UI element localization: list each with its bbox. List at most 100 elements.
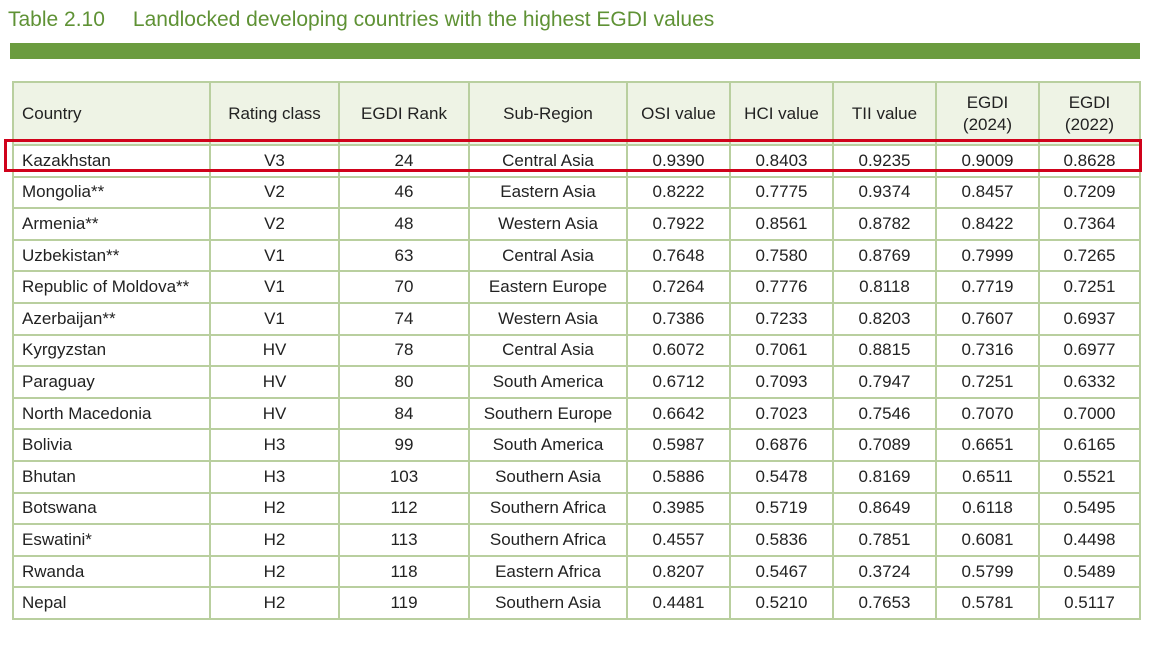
table-cell: 0.8222	[626, 175, 731, 210]
table-cell: 0.5489	[1038, 554, 1141, 589]
table-cell: 0.6977	[1038, 333, 1141, 368]
table-cell: 24	[338, 144, 470, 178]
table-cell: 0.4498	[1038, 523, 1141, 557]
table-cell: 0.7089	[832, 428, 937, 462]
column-header-year: (2022)	[1064, 114, 1115, 134]
table-cell: 0.7999	[935, 238, 1040, 273]
table-cell: 0.5495	[1038, 491, 1141, 526]
table-cell: Southern Asia	[468, 459, 628, 494]
table-cell: 0.7607	[935, 301, 1040, 336]
table-cell: 0.8815	[832, 333, 937, 368]
column-header-label: Sub-Region	[503, 103, 593, 123]
table-cell: 0.8649	[832, 491, 937, 526]
table-cell: 99	[338, 428, 470, 462]
table-row: Kyrgyzstan HV 78 Central Asia 0.6072 0.7061 0.…	[12, 333, 1141, 368]
country-cell: Eswatini*	[12, 523, 211, 557]
table-cell: 0.7580	[729, 238, 834, 273]
table-cell: 0.9390	[626, 144, 731, 178]
table-header: Country Rating class EGDI Rank Sub-Region OS…	[12, 81, 1141, 146]
column-header-label: Rating class	[228, 103, 321, 123]
table-cell: 0.6118	[935, 491, 1040, 526]
table-cell: 0.6072	[626, 333, 731, 368]
table-row: Bolivia H3 99 South America 0.5987 0.6876 0.70…	[12, 428, 1141, 462]
table-number: Table 2.10	[8, 8, 105, 31]
table-cell: 0.8422	[935, 207, 1040, 241]
table-row: Republic of Moldova** V1 70 Eastern Europe 0…	[12, 270, 1141, 304]
table-cell: 0.8782	[832, 207, 937, 241]
table-cell: 0.6165	[1038, 428, 1141, 462]
table-cell: V2	[209, 207, 340, 241]
table-cell: 0.7364	[1038, 207, 1141, 241]
table-cell: H2	[209, 491, 340, 526]
country-cell: Kyrgyzstan	[12, 333, 211, 368]
column-header-label: TII value	[851, 103, 918, 123]
table-cell: 0.9009	[935, 144, 1040, 178]
table-cell: 74	[338, 301, 470, 336]
table-cell: 0.4481	[626, 586, 731, 620]
table-cell: Western Asia	[468, 207, 628, 241]
country-cell: Rwanda	[12, 554, 211, 589]
table-cell: V1	[209, 270, 340, 304]
table-cell: 0.5117	[1038, 586, 1141, 620]
table-body: Kazakhstan V3 24 Central Asia 0.9390 0.8403 0.…	[12, 144, 1141, 620]
table-cell: 0.9374	[832, 175, 937, 210]
table-cell: 0.8561	[729, 207, 834, 241]
table-cell: 0.8628	[1038, 144, 1141, 178]
column-header: EGDI (2022)	[1038, 81, 1141, 146]
table-cell: 118	[338, 554, 470, 589]
table-cell: 0.5521	[1038, 459, 1141, 494]
table-cell: HV	[209, 333, 340, 368]
table-cell: 78	[338, 333, 470, 368]
column-header-year: (2024)	[962, 114, 1013, 134]
table-cell: 0.7061	[729, 333, 834, 368]
table-cell: V2	[209, 175, 340, 210]
table-cell: Western Asia	[468, 301, 628, 336]
table-cell: 84	[338, 396, 470, 431]
table-cell: 80	[338, 365, 470, 399]
column-header: OSI value	[626, 81, 731, 146]
title-divider-bar	[10, 43, 1140, 59]
table-cell: 0.7648	[626, 238, 731, 273]
table-row: Botswana H2 112 Southern Africa 0.3985 0.5719…	[12, 491, 1141, 526]
table-row: Paraguay HV 80 South America 0.6712 0.7093 0.7…	[12, 365, 1141, 399]
table-cell: South America	[468, 365, 628, 399]
table-cell: 0.8769	[832, 238, 937, 273]
column-header-label: HCI value	[744, 103, 819, 123]
table-cell: 0.5719	[729, 491, 834, 526]
table-cell: 0.3724	[832, 554, 937, 589]
table-cell: South America	[468, 428, 628, 462]
table-cell: 0.7653	[832, 586, 937, 620]
table-cell: 103	[338, 459, 470, 494]
table-cell: HV	[209, 365, 340, 399]
column-header: HCI value	[729, 81, 834, 146]
table-row: Armenia** V2 48 Western Asia 0.7922 0.8561 0.8…	[12, 207, 1141, 241]
column-header: Country	[12, 81, 211, 146]
table-cell: 0.7265	[1038, 238, 1141, 273]
table-cell: 0.7209	[1038, 175, 1141, 210]
table-cell: 0.7316	[935, 333, 1040, 368]
table-cell: 46	[338, 175, 470, 210]
table-cell: H3	[209, 428, 340, 462]
table-row: Bhutan H3 103 Southern Asia 0.5886 0.5478 0.81…	[12, 459, 1141, 494]
table-cell: 0.8203	[832, 301, 937, 336]
table-cell: 0.6876	[729, 428, 834, 462]
table-cell: H3	[209, 459, 340, 494]
country-cell: North Macedonia	[12, 396, 211, 431]
country-cell: Nepal	[12, 586, 211, 620]
table-row: Uzbekistan** V1 63 Central Asia 0.7648 0.7580…	[12, 238, 1141, 273]
table-cell: H2	[209, 586, 340, 620]
table-cell: V1	[209, 238, 340, 273]
table-row: Eswatini* H2 113 Southern Africa 0.4557 0.583…	[12, 523, 1141, 557]
table-cell: 0.8207	[626, 554, 731, 589]
table-row: Azerbaijan** V1 74 Western Asia 0.7386 0.7233…	[12, 301, 1141, 336]
column-header-label: EGDI	[1068, 92, 1111, 112]
country-cell: Kazakhstan	[12, 144, 211, 178]
table-cell: 0.8403	[729, 144, 834, 178]
table-cell: 0.6332	[1038, 365, 1141, 399]
table-cell: 0.5987	[626, 428, 731, 462]
table-cell: 0.6642	[626, 396, 731, 431]
table-cell: 112	[338, 491, 470, 526]
column-header: EGDI (2024)	[935, 81, 1040, 146]
column-header: Rating class	[209, 81, 340, 146]
table-cell: 0.5799	[935, 554, 1040, 589]
